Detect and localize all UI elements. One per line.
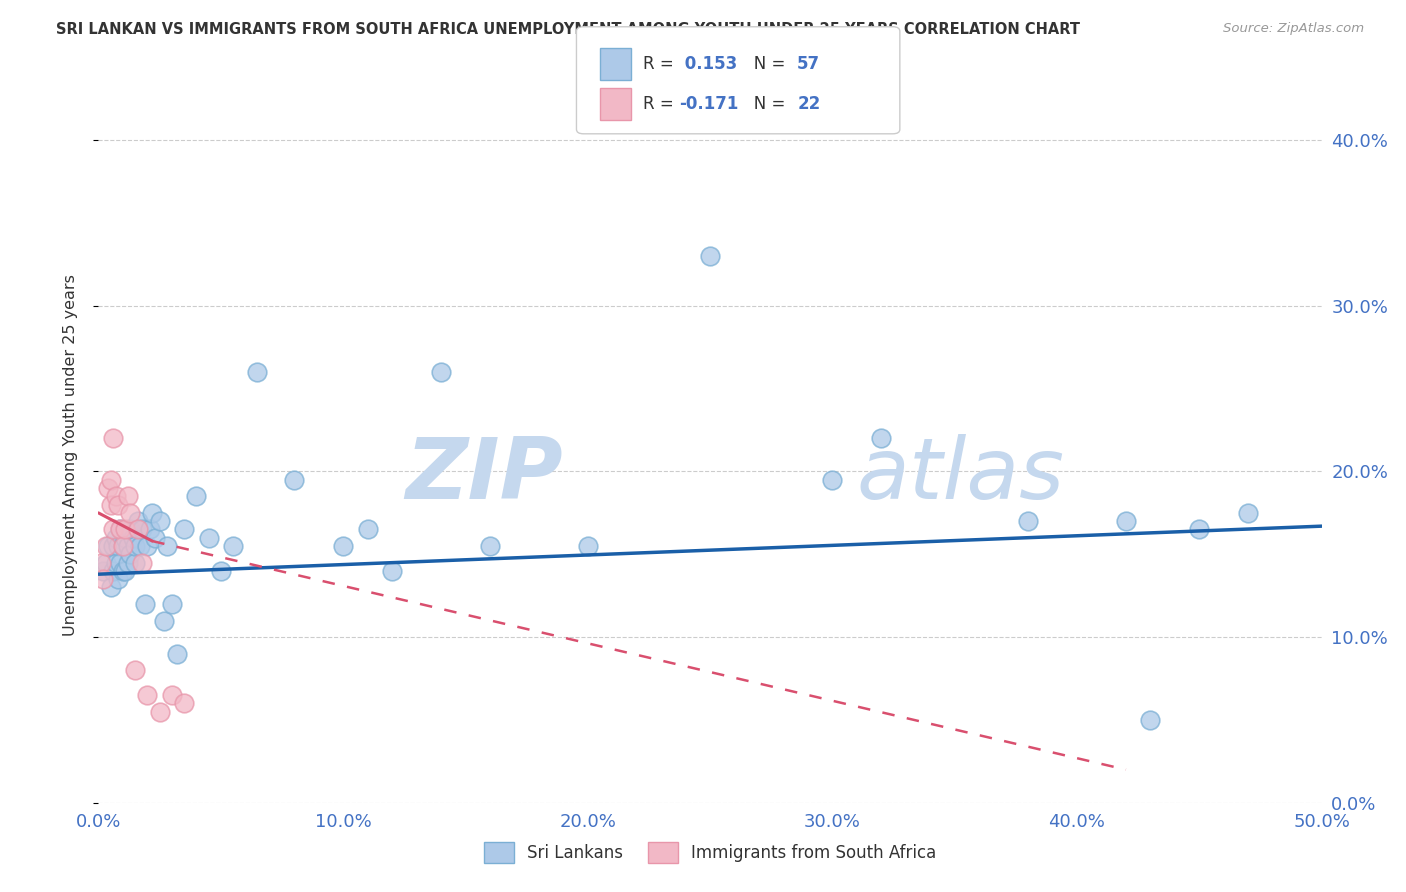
Point bbox=[1188, 523, 1211, 537]
Text: N =: N = bbox=[738, 95, 790, 113]
Text: ZIP: ZIP bbox=[405, 434, 564, 517]
Point bbox=[124, 539, 146, 553]
Point bbox=[173, 523, 195, 537]
Point bbox=[104, 489, 127, 503]
Point bbox=[120, 506, 142, 520]
Point bbox=[117, 556, 139, 570]
Point bbox=[153, 614, 176, 628]
Text: Source: ZipAtlas.com: Source: ZipAtlas.com bbox=[1223, 22, 1364, 36]
Legend: Sri Lankans, Immigrants from South Africa: Sri Lankans, Immigrants from South Afric… bbox=[475, 834, 945, 871]
Point bbox=[117, 489, 139, 503]
Point bbox=[100, 581, 122, 595]
Point bbox=[110, 523, 132, 537]
Point bbox=[166, 647, 188, 661]
Point bbox=[186, 489, 208, 503]
Point bbox=[332, 539, 354, 553]
Point bbox=[120, 523, 142, 537]
Point bbox=[821, 473, 844, 487]
Point bbox=[136, 539, 159, 553]
Text: 0.153: 0.153 bbox=[679, 55, 737, 73]
Point bbox=[114, 564, 136, 578]
Point bbox=[197, 531, 219, 545]
Text: R =: R = bbox=[643, 55, 679, 73]
Y-axis label: Unemployment Among Youth under 25 years: Unemployment Among Youth under 25 years bbox=[63, 274, 77, 636]
Point bbox=[129, 539, 152, 553]
Point bbox=[160, 688, 183, 702]
Point bbox=[110, 523, 132, 537]
Point bbox=[870, 431, 893, 445]
Point bbox=[104, 531, 127, 545]
Point bbox=[101, 523, 124, 537]
Point bbox=[114, 523, 136, 537]
Point bbox=[139, 523, 162, 537]
Point bbox=[117, 539, 139, 553]
Point bbox=[110, 556, 132, 570]
Text: 57: 57 bbox=[797, 55, 820, 73]
Point bbox=[356, 523, 378, 537]
Text: atlas: atlas bbox=[856, 434, 1064, 517]
Point bbox=[381, 564, 404, 578]
Point bbox=[143, 531, 166, 545]
Point bbox=[107, 498, 129, 512]
Point bbox=[131, 523, 153, 537]
Text: R =: R = bbox=[643, 95, 679, 113]
Point bbox=[1017, 514, 1039, 528]
Point bbox=[149, 705, 172, 719]
Point bbox=[120, 547, 142, 561]
Point bbox=[101, 539, 124, 553]
Point bbox=[160, 597, 183, 611]
Point bbox=[209, 564, 232, 578]
Text: SRI LANKAN VS IMMIGRANTS FROM SOUTH AFRICA UNEMPLOYMENT AMONG YOUTH UNDER 25 YEA: SRI LANKAN VS IMMIGRANTS FROM SOUTH AFRI… bbox=[56, 22, 1080, 37]
Point bbox=[136, 688, 159, 702]
Point bbox=[111, 539, 134, 553]
Point bbox=[1237, 506, 1260, 520]
Point bbox=[91, 564, 114, 578]
Point bbox=[127, 514, 149, 528]
Point bbox=[94, 556, 117, 570]
Point bbox=[699, 249, 721, 263]
Point bbox=[127, 523, 149, 537]
Point bbox=[430, 365, 453, 379]
Point bbox=[101, 564, 124, 578]
Point bbox=[156, 539, 179, 553]
Point bbox=[149, 514, 172, 528]
Point bbox=[100, 498, 122, 512]
Point bbox=[576, 539, 599, 553]
Point bbox=[478, 539, 501, 553]
Point bbox=[107, 572, 129, 586]
Point bbox=[121, 531, 143, 545]
Text: 22: 22 bbox=[797, 95, 821, 113]
Point bbox=[131, 556, 153, 570]
Point bbox=[173, 697, 195, 711]
Point bbox=[134, 597, 156, 611]
Point bbox=[141, 506, 163, 520]
Point bbox=[222, 539, 245, 553]
Point bbox=[104, 556, 127, 570]
Point bbox=[1115, 514, 1137, 528]
Point bbox=[111, 564, 134, 578]
Point bbox=[111, 539, 134, 553]
Point bbox=[1139, 713, 1161, 727]
Point bbox=[97, 539, 120, 553]
Point bbox=[94, 539, 117, 553]
Point bbox=[124, 556, 146, 570]
Point bbox=[101, 431, 124, 445]
Point bbox=[97, 481, 120, 495]
Text: -0.171: -0.171 bbox=[679, 95, 738, 113]
Point bbox=[107, 539, 129, 553]
Point bbox=[90, 556, 112, 570]
Point bbox=[246, 365, 269, 379]
Point bbox=[114, 531, 136, 545]
Point bbox=[100, 473, 122, 487]
Point bbox=[91, 572, 114, 586]
Point bbox=[124, 663, 146, 677]
Point bbox=[283, 473, 305, 487]
Text: N =: N = bbox=[738, 55, 790, 73]
